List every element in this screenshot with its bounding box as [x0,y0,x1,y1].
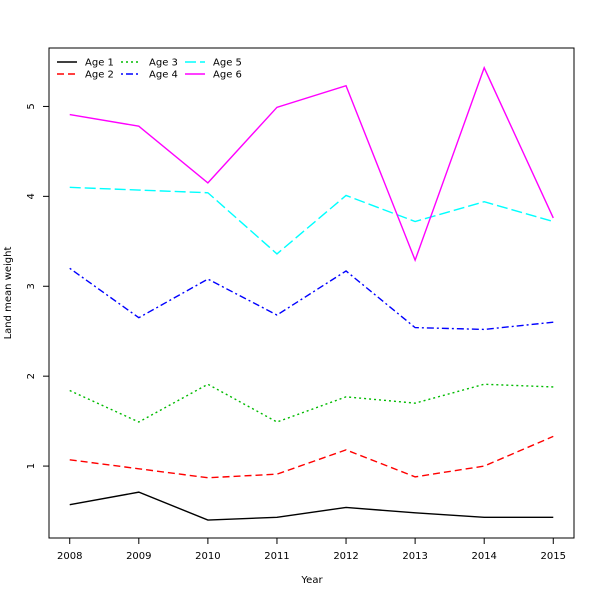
series-line-age-4 [69,267,554,331]
x-tick-label: 2015 [541,551,566,562]
y-tick-label: 1 [26,463,37,469]
series-line-age-1 [69,491,554,521]
x-tick-label: 2014 [471,551,496,562]
legend-label: Age 5 [213,58,242,69]
plot-box [48,47,575,539]
legend-label: Age 2 [85,70,114,81]
series-line-age-2 [69,435,554,479]
legend-item-age-5: Age 5 [185,58,242,69]
x-tick-label: 2010 [195,551,220,562]
legend-label: Age 1 [85,58,114,69]
legend-item-age-6: Age 6 [185,70,242,81]
x-axis: 2008 2009 2010 2011 2012 2013 2014 2015 [57,538,566,562]
legend-item-age-4: Age 4 [121,70,178,81]
series-line-age-3 [69,383,554,423]
legend-label: Age 4 [149,70,178,81]
y-axis-title: Land mean weight [3,247,14,340]
x-tick-label: 2008 [57,551,82,562]
series-line-age-5 [69,186,554,255]
legend-label: Age 3 [149,58,178,69]
x-axis-title: Year [300,575,323,586]
x-tick-label: 2011 [264,551,289,562]
legend-item-age-1: Age 1 [57,58,114,69]
x-tick-label: 2013 [402,551,427,562]
legend-label: Age 6 [213,70,242,81]
series-layer [69,65,554,521]
legend-item-age-2: Age 2 [57,70,114,81]
series-line-age-6 [69,65,554,263]
legend-item-age-3: Age 3 [121,58,178,69]
x-tick-label: 2012 [333,551,358,562]
y-tick-label: 3 [26,283,37,289]
y-tick-label: 4 [26,193,37,199]
y-axis: 1 2 3 4 5 [26,103,49,469]
y-tick-label: 5 [26,103,37,109]
y-tick-label: 2 [26,373,37,379]
x-tick-label: 2009 [126,551,151,562]
